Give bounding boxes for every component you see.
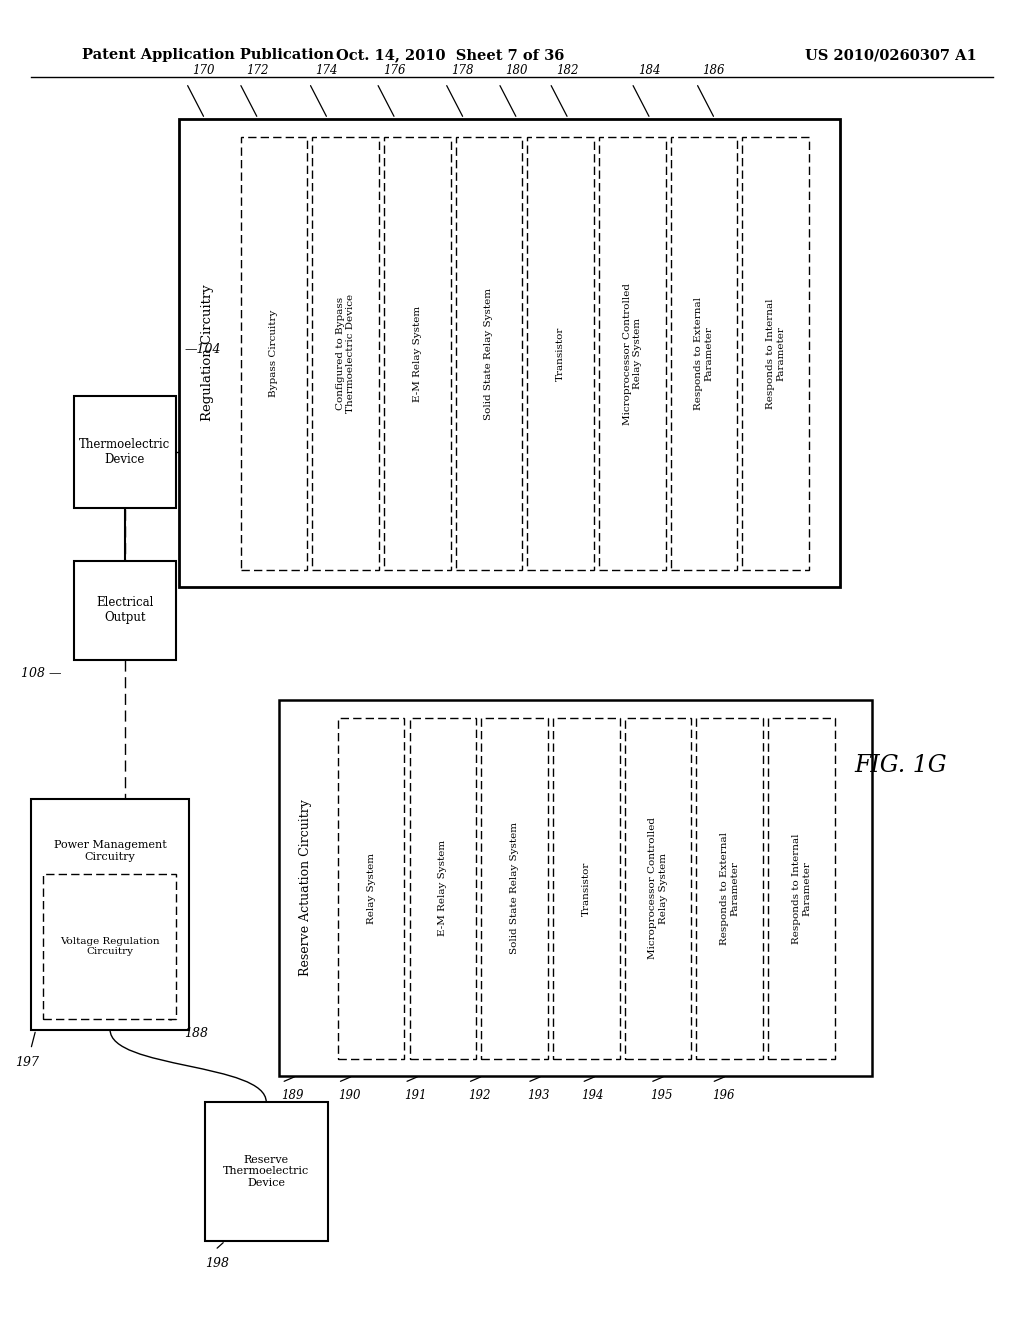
Text: 195: 195 [650, 1089, 673, 1102]
Text: 188: 188 [184, 1027, 208, 1040]
Text: 170: 170 [193, 63, 215, 77]
Text: Voltage Regulation
Circuitry: Voltage Regulation Circuitry [59, 937, 160, 956]
Bar [456, 137, 522, 570]
Bar [31, 799, 189, 1030]
Bar [481, 718, 548, 1059]
Bar [279, 700, 872, 1076]
Text: Oct. 14, 2010  Sheet 7 of 36: Oct. 14, 2010 Sheet 7 of 36 [336, 49, 565, 62]
Text: 191: 191 [404, 1089, 427, 1102]
Text: Transistor: Transistor [582, 861, 591, 916]
Text: Regulation Circuitry: Regulation Circuitry [202, 285, 214, 421]
Text: Configured to Bypass
Thermoelectric Device: Configured to Bypass Thermoelectric Devi… [336, 294, 355, 413]
Text: FIG. 1G: FIG. 1G [855, 754, 947, 777]
Bar [179, 119, 840, 587]
Text: Microprocessor Controlled
Relay System: Microprocessor Controlled Relay System [648, 817, 668, 960]
Text: 189: 189 [282, 1089, 304, 1102]
Text: 178: 178 [452, 63, 474, 77]
Text: Electrical
Output: Electrical Output [96, 597, 154, 624]
Text: Thermoelectric
Device: Thermoelectric Device [79, 438, 171, 466]
Text: E-M Relay System: E-M Relay System [438, 841, 447, 936]
Text: 194: 194 [582, 1089, 604, 1102]
Text: 196: 196 [712, 1089, 734, 1102]
Text: 190: 190 [338, 1089, 360, 1102]
Text: 172: 172 [246, 63, 268, 77]
Bar [768, 718, 835, 1059]
Bar [74, 396, 176, 508]
Text: Reserve Actuation Circuitry: Reserve Actuation Circuitry [299, 800, 311, 975]
Text: 186: 186 [702, 63, 725, 77]
Text: Solid State Relay System: Solid State Relay System [484, 288, 494, 420]
Bar [338, 718, 404, 1059]
Text: 180: 180 [505, 63, 527, 77]
Text: Power Management
Circuitry: Power Management Circuitry [53, 841, 167, 862]
Text: —104: —104 [184, 343, 221, 356]
Text: Reserve
Thermoelectric
Device: Reserve Thermoelectric Device [223, 1155, 309, 1188]
Text: Relay System: Relay System [367, 853, 376, 924]
Bar [384, 137, 451, 570]
Bar [241, 137, 307, 570]
Text: 182: 182 [556, 63, 579, 77]
Text: Responds to Internal
Parameter: Responds to Internal Parameter [766, 298, 785, 409]
Bar [205, 1102, 328, 1241]
Bar [671, 137, 737, 570]
Bar [312, 137, 379, 570]
Text: 176: 176 [383, 63, 406, 77]
Text: 193: 193 [527, 1089, 550, 1102]
Text: 192: 192 [468, 1089, 490, 1102]
Bar [553, 718, 620, 1059]
Text: Patent Application Publication: Patent Application Publication [82, 49, 334, 62]
Text: Responds to External
Parameter: Responds to External Parameter [720, 832, 739, 945]
Bar [74, 561, 176, 660]
Text: 184: 184 [638, 63, 660, 77]
Text: 197: 197 [15, 1056, 39, 1069]
Text: Bypass Circuitry: Bypass Circuitry [269, 310, 279, 397]
Bar [43, 874, 176, 1019]
Text: 108 —: 108 — [20, 667, 61, 680]
Text: Transistor: Transistor [556, 326, 565, 381]
Bar [742, 137, 809, 570]
Text: Microprocessor Controlled
Relay System: Microprocessor Controlled Relay System [623, 282, 642, 425]
Bar [410, 718, 476, 1059]
Bar [599, 137, 666, 570]
Text: Solid State Relay System: Solid State Relay System [510, 822, 519, 954]
Bar [527, 137, 594, 570]
Text: Responds to External
Parameter: Responds to External Parameter [694, 297, 714, 411]
Text: Responds to Internal
Parameter: Responds to Internal Parameter [792, 833, 811, 944]
Text: 198: 198 [205, 1257, 228, 1270]
Bar [696, 718, 763, 1059]
Text: E-M Relay System: E-M Relay System [413, 306, 422, 401]
Text: US 2010/0260307 A1: US 2010/0260307 A1 [805, 49, 977, 62]
Bar [625, 718, 691, 1059]
Text: 174: 174 [315, 63, 338, 77]
